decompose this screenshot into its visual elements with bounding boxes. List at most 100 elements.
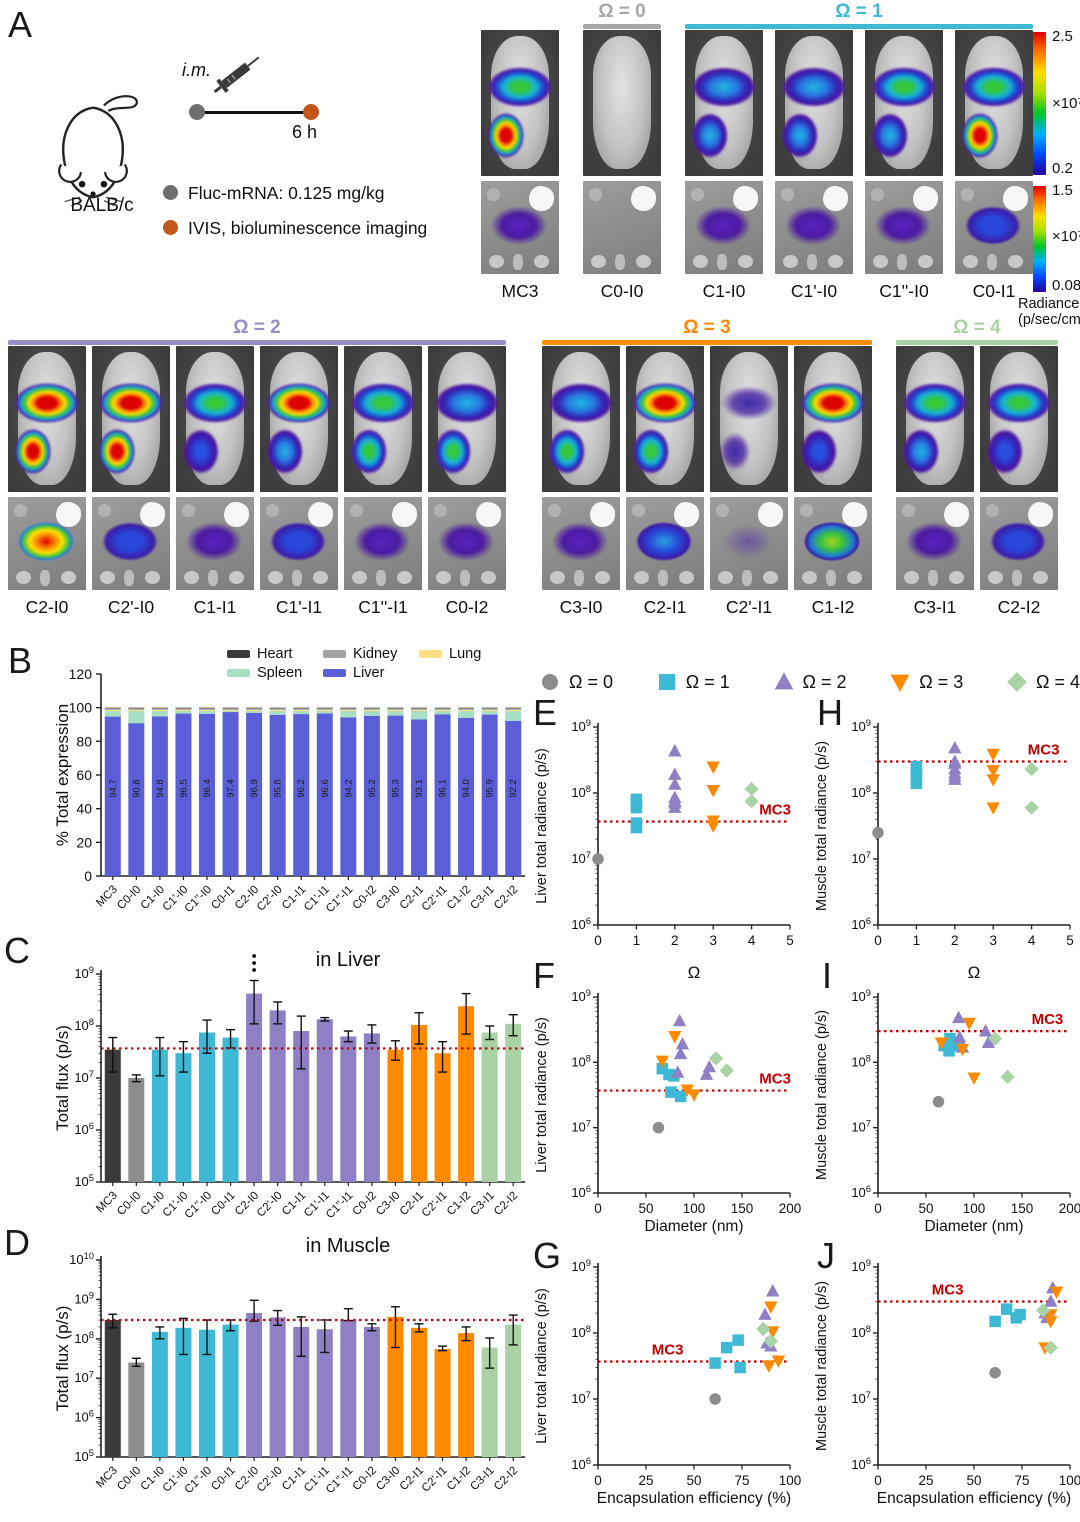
- svg-text:4: 4: [1028, 933, 1036, 948]
- omega-legend-item: Ω = 2: [774, 672, 846, 693]
- svg-text:C2-I2: C2-I2: [492, 884, 520, 912]
- formulation-label: C1-I2: [811, 597, 855, 617]
- svg-text:106: 106: [851, 1456, 871, 1472]
- svg-text:109: 109: [851, 718, 871, 734]
- organ-bioluminescence-image: [980, 497, 1058, 590]
- kidney-blob: [488, 255, 504, 269]
- mouse-tile: C1''-I1: [344, 346, 422, 621]
- svg-text:93.1: 93.1: [414, 779, 425, 798]
- liver-organ-signal: [270, 522, 327, 562]
- muscle-signal-glow: [717, 429, 753, 475]
- colorbar1-min: 0.2: [1052, 160, 1073, 177]
- liver-organ-signal: [636, 522, 693, 562]
- svg-text:80: 80: [76, 733, 92, 749]
- svg-text:106: 106: [571, 1456, 591, 1472]
- svg-text:75: 75: [734, 1473, 749, 1488]
- svg-text:C2'-I1: C2'-I1: [420, 884, 450, 914]
- kidney-blob: [987, 571, 1003, 585]
- muscle-signal-glow: [872, 113, 908, 159]
- liver-signal-glow: [987, 382, 1051, 424]
- imaging-legend-text: IVIS, bioluminescence imaging: [188, 218, 428, 238]
- panel-i-muscle-vs-diameter-chart: 106 107 108 109 0 50 100 150 200 Diameter (nm) Mus…: [810, 985, 1080, 1253]
- svg-text:106: 106: [571, 916, 591, 932]
- svg-text:96.2: 96.2: [296, 779, 307, 798]
- dose-legend-text: Fluc-mRNA: 0.125 mg/kg: [188, 183, 385, 203]
- omega-legend-item: Ω = 0: [540, 672, 613, 693]
- svg-text:Ω: Ω: [688, 963, 701, 982]
- organ-bioluminescence-image: [176, 497, 254, 590]
- svg-text:Encapsulation efficiency (%): Encapsulation efficiency (%): [597, 1490, 791, 1507]
- svg-text:50: 50: [918, 1201, 933, 1216]
- svg-text:C1''-I0: C1''-I0: [183, 1465, 214, 1496]
- svg-text:109: 109: [571, 718, 591, 734]
- omega-group-header: [481, 2, 559, 30]
- organ-bioluminescence-image: [865, 181, 943, 274]
- muscle-signal-glow: [351, 429, 387, 475]
- omega-group-header: Ω = 1: [685, 2, 1033, 30]
- svg-text:20: 20: [76, 834, 92, 850]
- svg-text:Liver total radiance (p/s): Liver total radiance (p/s): [534, 1288, 550, 1444]
- svg-text:96.4: 96.4: [202, 779, 213, 798]
- liver-signal-glow: [903, 382, 967, 424]
- svg-text:150: 150: [731, 1201, 754, 1216]
- svg-text:96.6: 96.6: [320, 779, 331, 798]
- omega-group: Ω = 3 C3-I0 C2-I1 C2'-I1 C1-I2: [542, 318, 872, 621]
- spleen-blob: [1011, 569, 1023, 587]
- mouse-tile: C2-I0: [8, 346, 86, 621]
- svg-text:50: 50: [686, 1473, 701, 1488]
- spleen-blob: [39, 569, 51, 587]
- svg-text:Total flux (p/s): Total flux (p/s): [53, 1306, 72, 1412]
- svg-text:107: 107: [74, 1069, 94, 1085]
- heart-blob: [14, 504, 27, 517]
- svg-text:0: 0: [874, 1473, 882, 1488]
- heart-blob: [434, 504, 447, 517]
- formulation-label: C0-I0: [600, 281, 644, 301]
- formulation-label: C1-I1: [193, 597, 237, 617]
- panel-label-b: B: [8, 640, 33, 681]
- tissue-blob: [223, 501, 250, 527]
- mouse-strain-label: BALB/c: [70, 195, 134, 216]
- omega-group-bar: [685, 24, 1033, 29]
- omega-group-label: Ω = 4: [953, 317, 1001, 338]
- heart-blob: [182, 504, 195, 517]
- svg-text:Liver: Liver: [353, 665, 385, 681]
- formulation-label: C0-I1: [972, 281, 1016, 301]
- svg-text:108: 108: [74, 1017, 94, 1033]
- svg-text:C1''-I1: C1''-I1: [324, 884, 355, 915]
- liver-organ-signal: [875, 206, 932, 246]
- svg-text:C1''-I0: C1''-I0: [183, 1190, 214, 1221]
- svg-text:MC3: MC3: [1032, 1011, 1064, 1028]
- panel-c-liver-flux-chart: 105 106 107 108 109 Total flux (p/s) in Liver M…: [53, 942, 533, 1234]
- svg-text:C3-I0: C3-I0: [374, 1465, 402, 1493]
- tissue-blob: [841, 501, 868, 527]
- svg-text:Muscle total radiance (p/s): Muscle total radiance (p/s): [814, 1281, 830, 1451]
- svg-text:109: 109: [851, 988, 871, 1004]
- mouse-bioluminescence-image: [794, 346, 872, 492]
- liver-signal-glow: [267, 382, 331, 424]
- kidney-blob: [692, 255, 708, 269]
- mouse-tile: C2'-I1: [710, 346, 788, 621]
- mouse-bioluminescence-image: [865, 30, 943, 176]
- liver-organ-signal: [552, 522, 609, 562]
- omega-group-header: Ω = 3: [542, 318, 872, 346]
- mouse-bioluminescence-image: [775, 30, 853, 176]
- mouse-body: [593, 35, 651, 169]
- square-icon: [658, 674, 675, 690]
- kidney-blob: [738, 255, 753, 269]
- spleen-blob: [614, 253, 626, 271]
- liver-signal-glow: [435, 382, 499, 424]
- svg-text:200: 200: [779, 1201, 802, 1216]
- svg-text:Total flux (p/s): Total flux (p/s): [53, 1025, 72, 1131]
- mouse-tile: MC3: [481, 30, 559, 305]
- svg-text:C0-I0: C0-I0: [115, 1190, 143, 1218]
- kidney-blob: [397, 571, 412, 585]
- heart-blob: [871, 188, 884, 201]
- svg-text:2: 2: [671, 933, 679, 948]
- svg-text:100: 100: [69, 700, 93, 716]
- kidney-blob: [534, 255, 549, 269]
- muscle-signal-glow: [903, 429, 939, 475]
- svg-text:Encapsulation efficiency (%): Encapsulation efficiency (%): [877, 1490, 1071, 1507]
- kidney-blob: [949, 571, 964, 585]
- svg-text:C0-I1: C0-I1: [209, 884, 237, 912]
- svg-text:C0-I0: C0-I0: [115, 884, 143, 912]
